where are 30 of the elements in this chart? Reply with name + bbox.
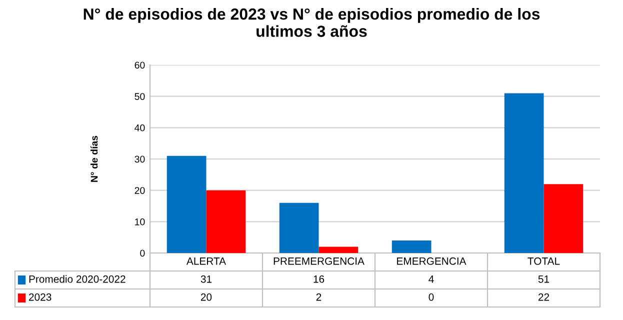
y-tick-label: 60 [134,62,145,69]
data-label: 4 [428,276,434,283]
data-label: 0 [428,293,434,301]
y-axis-title: N° de días [90,136,98,182]
bar [504,93,544,253]
bar [318,246,358,253]
data-label: 22 [538,293,550,301]
y-tick-label: 50 [134,93,145,100]
legend-label: 2023 [29,293,52,301]
bar [166,156,206,253]
y-tick-label: 40 [134,124,145,132]
data-label: 31 [200,275,212,283]
data-label: 51 [538,276,550,283]
data-label: 20 [200,293,212,301]
data-label: 2 [316,293,322,301]
x-tick-label: TOTAL [528,257,560,265]
y-tick-label: 30 [134,156,145,163]
y-tick-label: 10 [135,218,145,226]
y-tick-label: 0 [140,250,145,257]
chart-title: N° de episodios de 2023 vs N° de episodios promedio de los ultimos 3 años [84,8,540,37]
bar [392,240,432,253]
data-label: 16 [314,275,324,283]
bar [544,184,584,253]
bar [279,202,319,253]
bar [206,190,246,253]
x-tick-label: EMERGENCIA [397,257,466,265]
x-tick-label: ALERTA [186,258,226,265]
legend-label: Promedio 2020-2022 [29,275,126,283]
y-tick-label: 20 [134,187,145,194]
x-tick-label: PREEMERGENCIA [274,257,364,265]
